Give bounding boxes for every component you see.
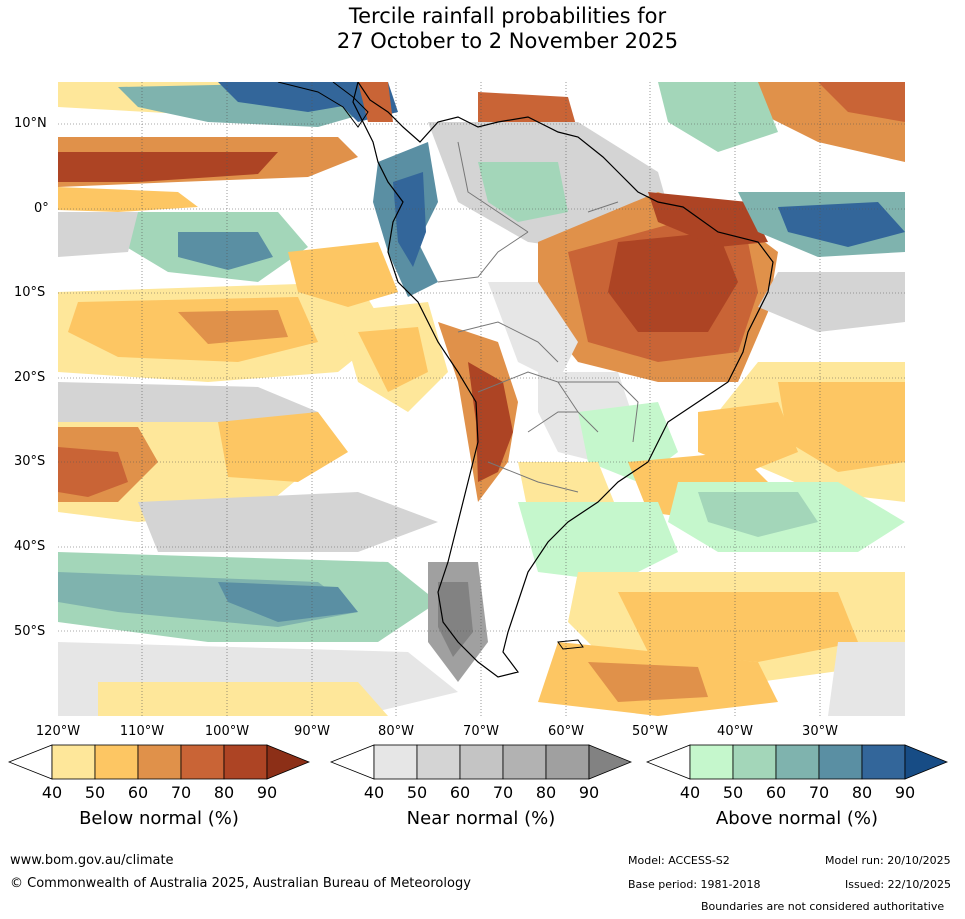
cbar-above-title: Above normal (%) — [715, 808, 879, 829]
lat-label-50s: 50°S — [14, 624, 46, 639]
cbar-below-tick: 80 — [213, 783, 235, 802]
cbar-below-tick: 70 — [170, 783, 192, 802]
cbar-below-tick: 50 — [84, 783, 106, 802]
cbar-near-seg-0 — [329, 744, 375, 780]
lat-label-40s: 40°S — [14, 539, 46, 554]
lat-label-0: 0° — [34, 201, 49, 216]
lon-label-100w: 100°W — [204, 724, 250, 739]
cbar-above-tick: 40 — [679, 783, 701, 802]
cbar-near-tick: 40 — [363, 783, 385, 802]
lon-label-70w: 70°W — [463, 724, 499, 739]
cbar-above-seg-4 — [818, 744, 863, 780]
cbar-near-seg-5 — [545, 744, 590, 780]
cbar-above-tick: 90 — [894, 783, 916, 802]
map-title: Tercile rainfall probabilities for 27 Oc… — [0, 4, 965, 54]
lon-label-50w: 50°W — [632, 724, 668, 739]
cbar-below-seg-4 — [180, 744, 225, 780]
cbar-above-seg-3 — [775, 744, 820, 780]
title-line-1: Tercile rainfall probabilities for — [348, 4, 667, 28]
lon-label-60w: 60°W — [548, 724, 584, 739]
cbar-above-seg-1 — [689, 744, 734, 780]
cbar-near-seg-2 — [416, 744, 461, 780]
footer-base-period: Base period: 1981-2018 — [628, 878, 761, 891]
colorbar-above-normal-graphic — [645, 744, 949, 780]
footer-issued: Issued: 22/10/2025 — [845, 878, 952, 891]
cbar-below-tick: 90 — [256, 783, 278, 802]
title-line-2: 27 October to 2 November 2025 — [336, 29, 679, 53]
cbar-below-seg-5 — [223, 744, 268, 780]
cbar-below-tick: 60 — [127, 783, 149, 802]
lon-label-30w: 30°W — [802, 724, 838, 739]
cbar-above-tick: 60 — [765, 783, 787, 802]
cbar-above-tick: 80 — [851, 783, 873, 802]
cbar-above-seg-0 — [645, 744, 691, 780]
lon-label-120w: 120°W — [35, 724, 81, 739]
footer-disclaimer: Boundaries are not considered authoritat… — [701, 900, 945, 913]
colorbar-below-normal — [7, 744, 311, 780]
lon-label-90w: 90°W — [294, 724, 330, 739]
footer-model-run: Model run: 20/10/2025 — [825, 854, 951, 867]
cbar-near-tick: 70 — [492, 783, 514, 802]
cbar-below-seg-1 — [51, 744, 96, 780]
cbar-near-seg-6 — [588, 744, 633, 780]
cbar-above-seg-2 — [732, 744, 777, 780]
cbar-above-seg-6 — [904, 744, 949, 780]
lon-label-40w: 40°W — [717, 724, 753, 739]
footer-url[interactable]: www.bom.gov.au/climate — [10, 853, 174, 868]
cbar-below-seg-3 — [137, 744, 182, 780]
cbar-near-tick: 90 — [578, 783, 600, 802]
lat-label-30s: 30°S — [14, 454, 46, 469]
footer-copyright: © Commonwealth of Australia 2025, Austra… — [10, 876, 471, 891]
cbar-below-seg-0 — [7, 744, 53, 780]
cbar-below-title: Below normal (%) — [79, 808, 239, 829]
colorbar-below-normal-graphic — [7, 744, 311, 780]
cbar-above-tick: 50 — [722, 783, 744, 802]
map-canvas — [58, 82, 905, 716]
colorbar-near-normal-graphic — [329, 744, 633, 780]
cbar-near-tick: 60 — [449, 783, 471, 802]
cbar-near-tick: 50 — [406, 783, 428, 802]
lon-label-80w: 80°W — [378, 724, 414, 739]
cbar-near-title: Near normal (%) — [406, 808, 556, 829]
colorbar-above-normal — [645, 744, 949, 780]
lat-label-10s: 10°S — [14, 285, 46, 300]
cbar-below-tick: 40 — [41, 783, 63, 802]
probability-map — [58, 82, 905, 716]
footer-model: Model: ACCESS-S2 — [628, 854, 730, 867]
cbar-near-tick: 80 — [535, 783, 557, 802]
colorbar-near-normal — [329, 744, 633, 780]
cbar-below-seg-6 — [266, 744, 311, 780]
lat-label-10n: 10°N — [14, 116, 47, 131]
cbar-near-seg-4 — [502, 744, 547, 780]
cbar-above-tick: 70 — [808, 783, 830, 802]
lon-label-110w: 110°W — [119, 724, 165, 739]
cbar-near-seg-3 — [459, 744, 504, 780]
south-america-coastline — [352, 82, 774, 678]
cbar-above-seg-5 — [861, 744, 906, 780]
lat-label-20s: 20°S — [14, 370, 46, 385]
cbar-near-seg-1 — [373, 744, 418, 780]
cbar-below-seg-2 — [94, 744, 139, 780]
